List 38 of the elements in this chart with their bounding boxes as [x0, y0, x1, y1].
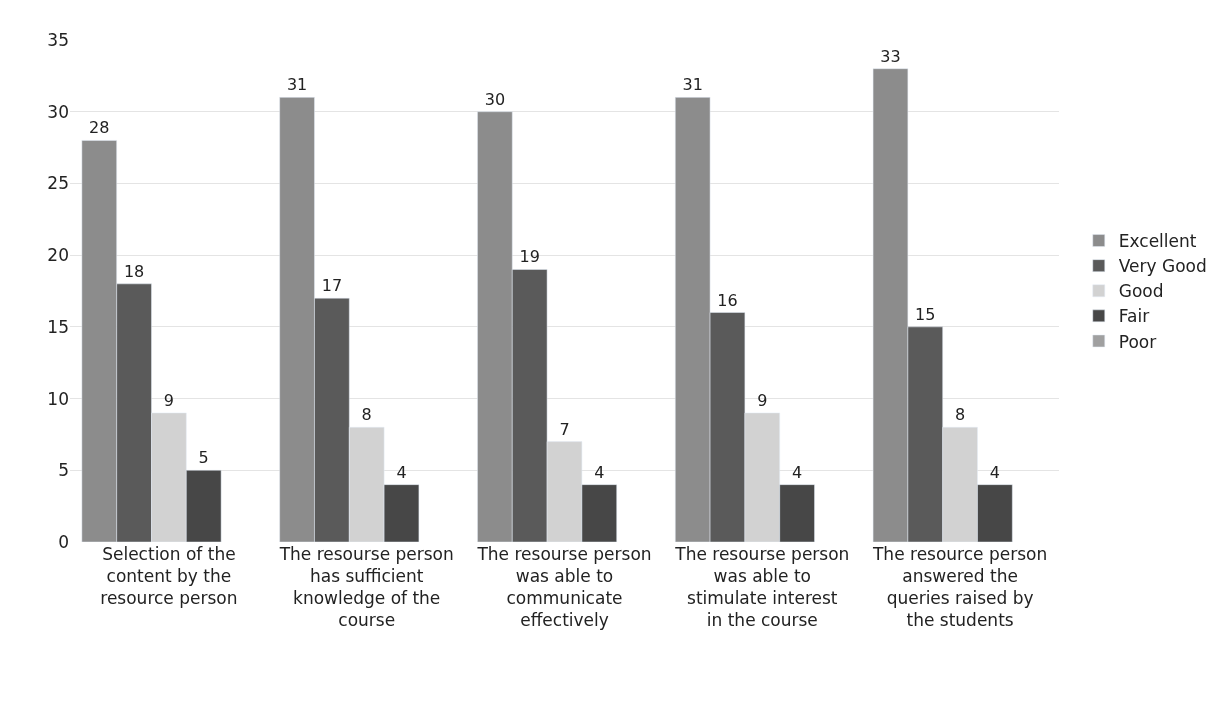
- x-tick-label: The resourse person was able to communicate effectively: [476, 544, 652, 631]
- y-tick-label: 30: [47, 101, 69, 122]
- x-tick-label: Selection of the content by the resource person: [100, 544, 238, 609]
- data-label: 8: [361, 405, 372, 425]
- x-tick-label: The resource person answered the queries raised by the students: [871, 544, 1048, 631]
- data-label: 30: [484, 89, 506, 109]
- data-label: 16: [717, 290, 738, 310]
- data-label: 31: [682, 75, 703, 95]
- data-label: 4: [594, 462, 605, 482]
- y-tick-label: 5: [58, 460, 69, 481]
- data-label: 4: [396, 462, 407, 482]
- data-label: 4: [989, 462, 1001, 482]
- data-label: 4: [792, 462, 803, 482]
- y-tick-label: 10: [47, 388, 69, 409]
- legend-label: Poor: [1118, 331, 1157, 352]
- y-tick-label: 0: [58, 531, 69, 552]
- data-label: 7: [559, 419, 570, 439]
- data-label: 18: [123, 261, 145, 281]
- data-label: 17: [321, 276, 343, 296]
- legend-label: Good: [1118, 281, 1164, 302]
- data-label: 8: [955, 405, 966, 425]
- x-tick-label: The resourse person has sufficient knowledge of the course: [278, 544, 454, 631]
- legend-label: Very Good: [1118, 256, 1207, 277]
- data-label: 19: [519, 247, 540, 267]
- y-tick-label: 35: [47, 29, 69, 50]
- y-tick-label: 25: [47, 173, 69, 194]
- data-label: 31: [286, 75, 308, 95]
- legend-label: Excellent: [1118, 231, 1197, 252]
- y-tick-label: 20: [47, 245, 69, 266]
- data-label: 28: [89, 118, 110, 138]
- data-label: 9: [757, 390, 768, 410]
- y-tick-label: 15: [47, 316, 69, 337]
- data-label: 33: [880, 46, 901, 66]
- data-label: 9: [163, 390, 174, 410]
- data-label: 15: [915, 304, 936, 324]
- legend-label: Fair: [1118, 306, 1150, 327]
- data-label: 5: [198, 448, 209, 468]
- x-tick-label: The resourse person was able to stimulate interest in the course: [674, 544, 850, 631]
